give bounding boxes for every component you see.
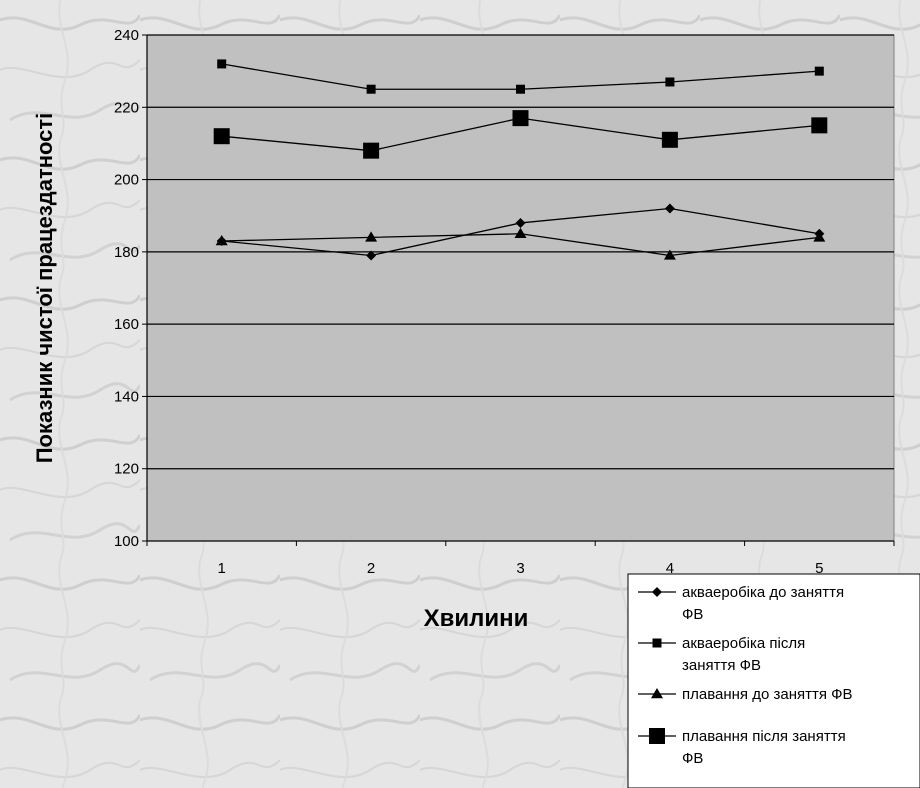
x-tick-label-2: 2 [367,560,375,577]
series-2-point-2 [366,84,376,94]
legend-label-1-line-1: акваеробіка до заняття [682,584,844,601]
y-tick-label-140: 140 [114,388,139,405]
legend: акваеробіка до заняття ФВ акваеробіка післ… [627,573,920,788]
series-4-point-2 [363,142,380,159]
x-tick-label-3: 3 [516,560,524,577]
series-3-point-4 [663,249,676,260]
y-tick-labels: 100 120 140 160 180 200 220 240 [114,27,147,550]
legend-label-4-line-1: плавання після заняття [682,728,846,745]
legend-label-2-line-1: акваеробіка після [682,635,805,652]
series-3-point-1 [215,235,228,246]
legend-label-2-line-2: заняття ФВ [682,657,761,674]
series-1-point-4 [664,203,675,214]
gridlines [147,34,894,470]
series-1-point-3 [515,217,526,228]
y-tick-label-100: 100 [114,533,139,550]
series-2-point-5 [814,66,824,76]
legend-entry-3: плавання до заняття ФВ [638,686,853,703]
legend-marker-1 [652,587,662,597]
series-layer [213,59,828,261]
x-tick-labels: 1 2 3 4 5 [146,541,895,577]
series-3-point-3 [514,227,527,238]
legend-label-4-line-2: ФВ [682,750,703,767]
y-tick-label-160: 160 [114,316,139,333]
legend-marker-2 [652,638,662,648]
x-axis-title: Хвилини [424,605,529,632]
y-tick-label-220: 220 [114,99,139,116]
series-4-point-4 [661,131,678,148]
legend-box [627,573,920,788]
series-2-point-3 [516,84,525,94]
series-4 [213,110,828,159]
series-3-point-5 [813,231,826,242]
legend-label-1-line-2: ФВ [682,606,703,623]
series-3 [215,227,826,260]
x-tick-label-4: 4 [666,560,674,577]
legend-label-3-line-1: плавання до заняття ФВ [682,686,853,703]
y-tick-label-200: 200 [114,172,139,189]
legend-entry-1: акваеробіка до заняття ФВ [638,584,844,623]
y-axis-title: Показник чистої працездатності [32,113,57,464]
axes [146,35,894,542]
series-2-point-4 [665,77,675,87]
legend-marker-4 [649,728,665,744]
y-tick-label-120: 120 [114,461,139,478]
series-4-point-1 [213,128,230,145]
series-2-point-1 [217,59,227,69]
legend-entry-2: акваеробіка після заняття ФВ [638,635,805,674]
legend-marker-3 [651,688,663,699]
series-2 [217,59,824,94]
series-1-point-2 [366,250,377,261]
y-tick-label-180: 180 [114,244,139,261]
y-tick-label-240: 240 [114,27,139,44]
series-3-point-2 [365,231,378,242]
legend-entry-4: плавання після заняття ФВ [638,728,846,767]
x-tick-label-1: 1 [218,560,226,577]
series-4-point-5 [811,117,828,134]
series-4-point-3 [512,110,529,127]
x-tick-label-5: 5 [815,560,823,577]
